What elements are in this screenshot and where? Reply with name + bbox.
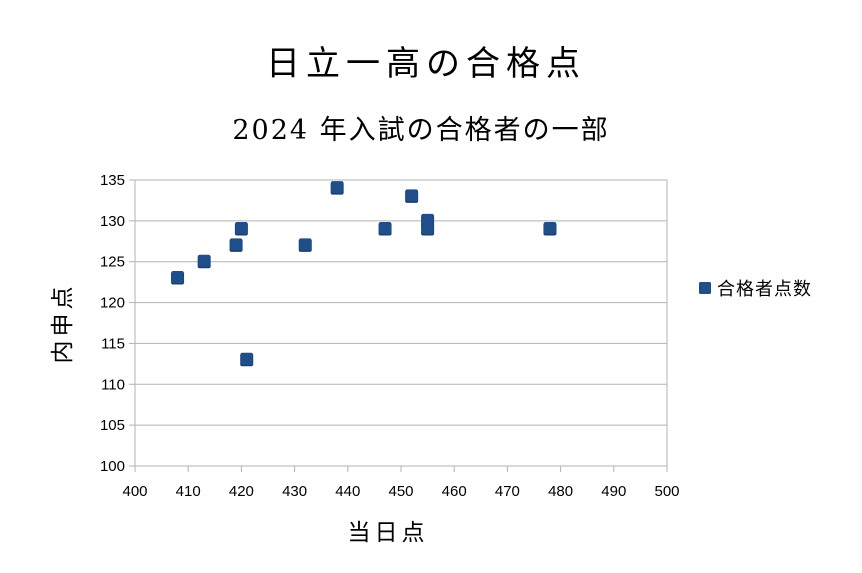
x-tick-label: 470	[495, 483, 520, 500]
data-point	[379, 222, 392, 235]
plot-frame	[129, 179, 668, 472]
x-tick-label: 410	[176, 483, 201, 500]
data-point	[543, 222, 556, 235]
legend-label: 合格者点数	[717, 279, 812, 300]
x-tick-label: 500	[654, 483, 679, 500]
data-point	[299, 238, 312, 251]
y-tick-label: 115	[101, 335, 125, 352]
x-tick-label: 490	[601, 483, 626, 500]
plot-area-border	[134, 179, 668, 467]
data-point	[421, 222, 434, 235]
x-tick-label: 400	[122, 483, 147, 500]
y-tick-labels: 100 105 110 115 120 125 130 135	[100, 172, 125, 475]
data-point	[198, 254, 211, 267]
x-tick-labels: 400 410 420 430 440 450 460 470 480 490 500	[122, 483, 679, 500]
x-axis-title: 当日点	[348, 520, 429, 546]
data-points	[171, 181, 557, 367]
data-point	[331, 181, 344, 194]
data-point	[240, 352, 253, 365]
legend: 合格者点数	[699, 279, 812, 300]
data-point	[235, 222, 248, 235]
x-tick-label: 480	[548, 483, 573, 500]
y-axis-title: 内申点	[50, 283, 76, 364]
y-tick-label: 120	[100, 295, 125, 312]
data-point	[230, 238, 243, 251]
data-point	[405, 189, 418, 202]
y-tick-label: 100	[100, 458, 125, 475]
x-tick-label: 440	[335, 483, 360, 500]
y-tick-label: 125	[100, 254, 125, 271]
chart-subtitle: 2024 年入試の合格者の一部	[232, 115, 610, 146]
x-tick-label: 420	[229, 483, 254, 500]
legend-marker	[699, 282, 711, 294]
x-tick-label: 460	[442, 483, 467, 500]
y-tick-label: 110	[101, 376, 125, 393]
x-tick-label: 430	[282, 483, 307, 500]
data-point	[171, 271, 184, 284]
chart-title: 日立一高の合格点	[266, 44, 586, 84]
y-tick-label: 135	[100, 172, 125, 189]
y-tick-label: 105	[100, 417, 125, 434]
x-tick-label: 450	[388, 483, 413, 500]
grid-lines	[135, 179, 667, 467]
y-tick-label: 130	[100, 213, 125, 230]
